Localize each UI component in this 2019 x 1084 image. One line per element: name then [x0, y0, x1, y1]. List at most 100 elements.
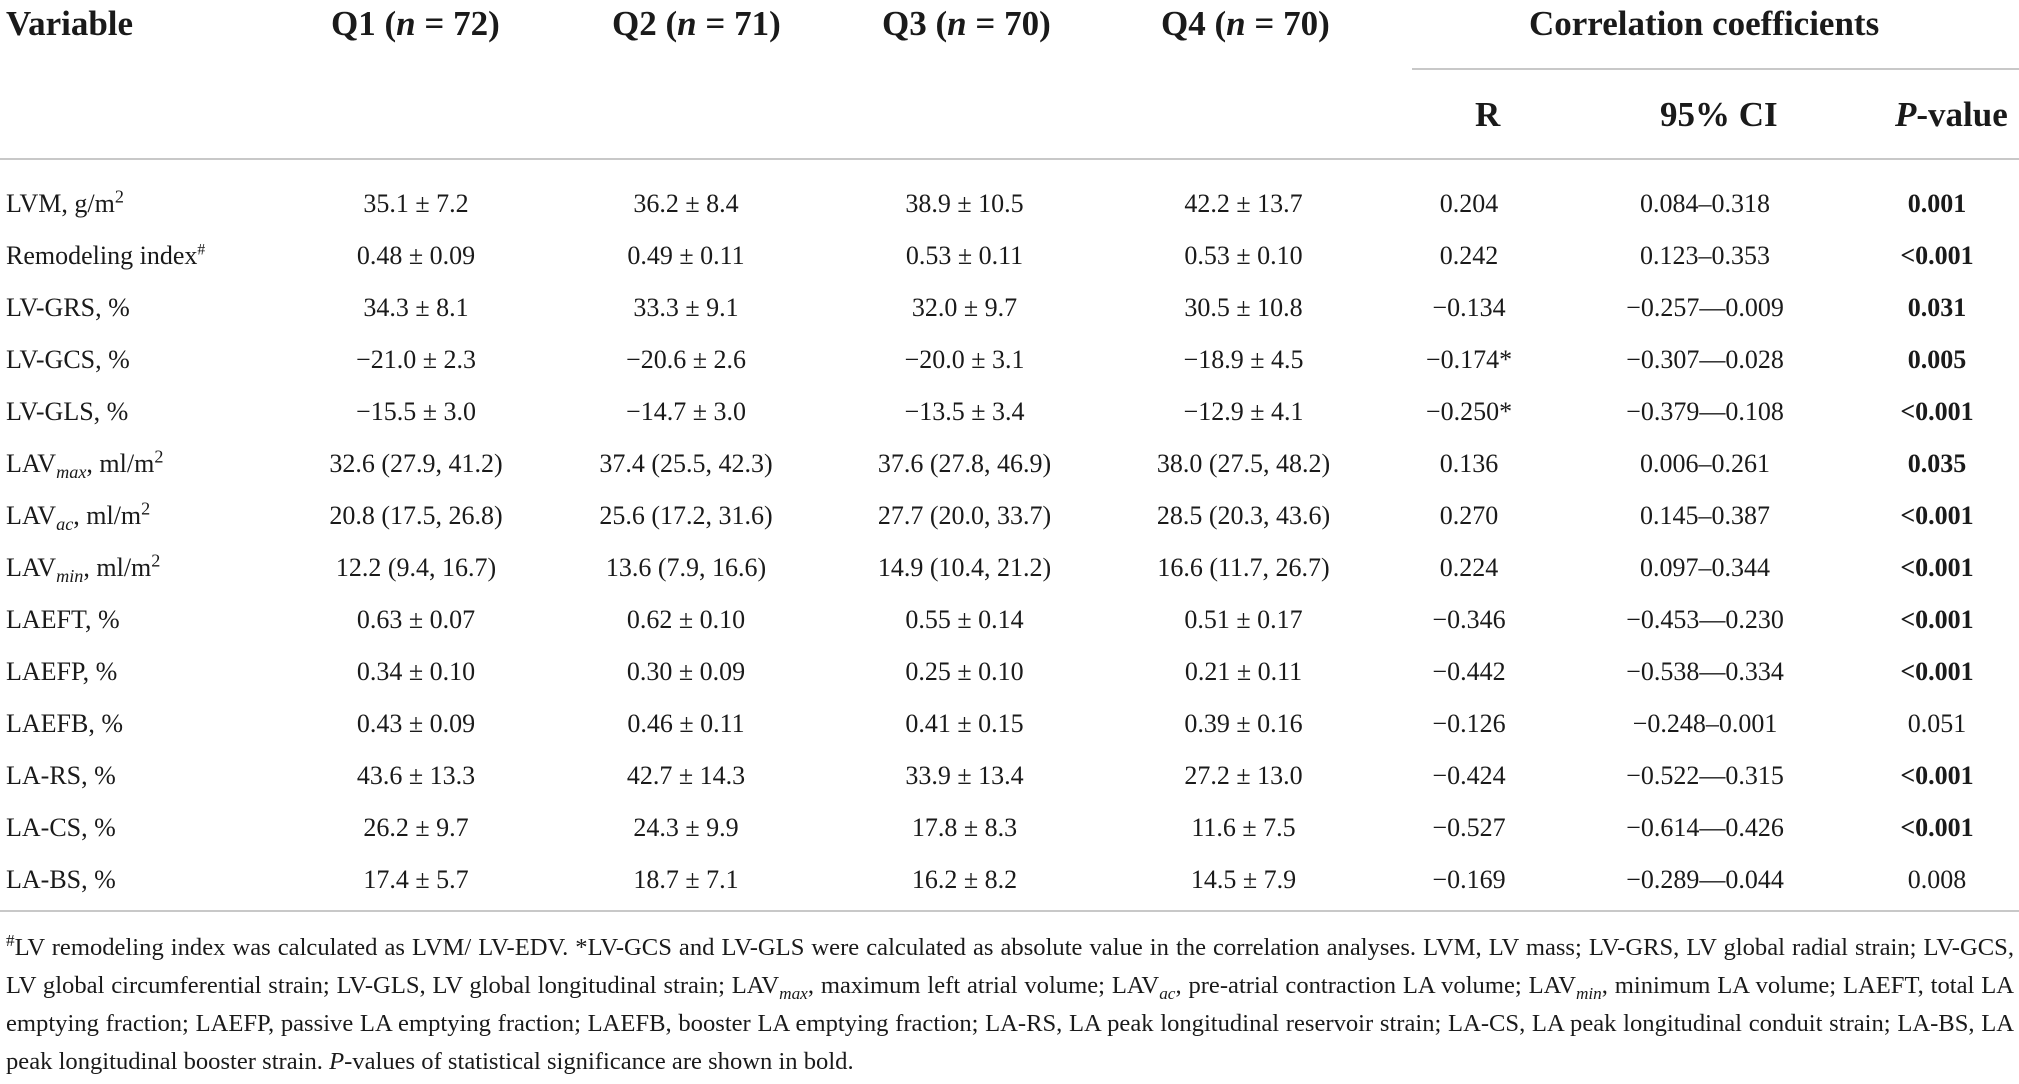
row-variable: LV-GLS, %: [6, 397, 129, 426]
cell-r: −0.174*: [1425, 345, 1513, 374]
cell-q4: 27.2 ± 13.0: [1184, 761, 1303, 790]
correlation-group-rule: [1412, 68, 2019, 70]
cell-p: 0.035: [1907, 449, 1967, 478]
cell-q3: 16.2 ± 8.2: [911, 865, 1018, 894]
cell-r: 0.270: [1439, 501, 1499, 530]
cell-ci: −0.453—0.230: [1626, 605, 1784, 634]
cell-q1: −21.0 ± 2.3: [356, 345, 476, 374]
cell-ci: 0.084–0.318: [1640, 189, 1770, 218]
cell-q3: −13.5 ± 3.4: [904, 397, 1025, 426]
cell-r: −0.169: [1432, 865, 1506, 894]
cell-r: −0.424: [1432, 761, 1506, 790]
row-variable: LA-RS, %: [6, 761, 116, 790]
header-q2: Q2 (n = 71): [612, 4, 781, 43]
cell-q3: 0.25 ± 0.10: [905, 657, 1024, 686]
cell-q1: 17.4 ± 5.7: [363, 865, 469, 894]
cell-q2: −20.6 ± 2.6: [626, 345, 746, 374]
cell-q3: 38.9 ± 10.5: [905, 189, 1024, 218]
table-row: LV-GLS, % −15.5 ± 3.0 −14.7 ± 3.0 −13.5 ± 3…: [0, 386, 2019, 438]
cell-q1: 32.6 (27.9, 41.2): [329, 449, 503, 478]
header-variable: Variable: [6, 4, 134, 43]
cell-q4: 38.0 (27.5, 48.2): [1156, 449, 1331, 478]
table-row: LV-GRS, % 34.3 ± 8.1 33.3 ± 9.1 32.0 ± 9.7 3…: [0, 282, 2019, 334]
cell-q2: −14.7 ± 3.0: [626, 397, 746, 426]
cell-q1: 34.3 ± 8.1: [363, 293, 469, 322]
cell-ci: −0.538—0.334: [1626, 657, 1784, 686]
row-variable: LV-GRS, %: [6, 293, 130, 322]
cell-q2: 33.3 ± 9.1: [633, 293, 739, 322]
header-q3: Q3 (n = 70): [882, 4, 1051, 43]
cell-q4: 0.39 ± 0.16: [1184, 709, 1303, 738]
cell-q1: 0.48 ± 0.09: [356, 241, 476, 270]
cell-r: 0.224: [1439, 553, 1499, 582]
cell-ci: 0.145–0.387: [1640, 501, 1770, 530]
cell-q4: −12.9 ± 4.1: [1183, 397, 1304, 426]
cell-ci: −0.257—0.009: [1626, 293, 1784, 322]
header-rule: [0, 158, 2019, 160]
cell-ci: −0.248–0.001: [1632, 709, 1778, 738]
cell-ci: −0.614—0.426: [1626, 813, 1784, 842]
cell-ci: −0.379—0.108: [1626, 397, 1784, 426]
table-row: LA-CS, % 26.2 ± 9.7 24.3 ± 9.9 17.8 ± 8.3 11…: [0, 802, 2019, 854]
cell-q4: 0.53 ± 0.10: [1184, 241, 1303, 270]
cell-ci: −0.289—0.044: [1626, 865, 1784, 894]
cell-q1: 26.2 ± 9.7: [363, 813, 469, 842]
cell-q4: −18.9 ± 4.5: [1183, 345, 1304, 374]
header-q4: Q4 (n = 70): [1161, 4, 1330, 43]
cell-p: <0.001: [1900, 241, 1974, 270]
header-ci: 95% CI: [1660, 95, 1778, 134]
cell-p: <0.001: [1900, 657, 1974, 686]
cell-q3: 0.55 ± 0.14: [905, 605, 1024, 634]
cell-p: <0.001: [1900, 553, 1974, 582]
row-variable: LAEFB, %: [6, 709, 123, 738]
cell-q2: 0.30 ± 0.09: [626, 657, 746, 686]
cell-p: <0.001: [1900, 813, 1974, 842]
cell-q4: 0.21 ± 0.11: [1184, 657, 1303, 686]
cell-q4: 42.2 ± 13.7: [1184, 189, 1303, 218]
cell-q2: 18.7 ± 7.1: [633, 865, 739, 894]
cell-ci: 0.123–0.353: [1640, 241, 1770, 270]
cell-q3: 37.6 (27.8, 46.9): [877, 449, 1052, 478]
cell-q1: 0.63 ± 0.07: [356, 605, 476, 634]
cell-q3: 32.0 ± 9.7: [911, 293, 1018, 322]
row-variable: LAVmin, ml/m2: [6, 550, 161, 587]
cell-q3: 0.41 ± 0.15: [905, 709, 1024, 738]
cell-q4: 30.5 ± 10.8: [1184, 293, 1303, 322]
cell-q3: 33.9 ± 13.4: [905, 761, 1024, 790]
cell-ci: −0.522—0.315: [1626, 761, 1784, 790]
cell-q1: 35.1 ± 7.2: [363, 189, 469, 218]
cell-p: 0.051: [1907, 709, 1967, 738]
cell-q3: 27.7 (20.0, 33.7): [877, 501, 1052, 530]
table-body: LVM, g/m2 35.1 ± 7.2 36.2 ± 8.4 38.9 ± 10.5…: [0, 178, 2019, 906]
cell-ci: −0.307—0.028: [1626, 345, 1784, 374]
cell-q4: 16.6 (11.7, 26.7): [1157, 553, 1330, 582]
header-r: R: [1475, 95, 1501, 134]
cell-q3: 17.8 ± 8.3: [911, 813, 1018, 842]
cell-r: 0.136: [1439, 449, 1499, 478]
row-variable: LVM, g/m2: [6, 186, 124, 218]
cell-r: −0.442: [1432, 657, 1506, 686]
cell-r: 0.242: [1439, 241, 1499, 270]
cell-ci: 0.097–0.344: [1640, 553, 1770, 582]
table-row: LAVmin, ml/m2 12.2 (9.4, 16.7) 13.6 (7.9, …: [0, 542, 2019, 594]
data-table: LVM, g/m2 35.1 ± 7.2 36.2 ± 8.4 38.9 ± 10.5…: [0, 178, 2019, 906]
cell-q3: 14.9 (10.4, 21.2): [877, 553, 1052, 582]
row-variable: Remodeling index#: [6, 241, 206, 270]
cell-q2: 25.6 (17.2, 31.6): [599, 501, 773, 530]
cell-p: <0.001: [1900, 501, 1974, 530]
cell-r: −0.346: [1432, 605, 1506, 634]
cell-q1: −15.5 ± 3.0: [356, 397, 476, 426]
row-variable: LAEFT, %: [6, 605, 120, 634]
cell-q2: 42.7 ± 14.3: [626, 761, 746, 790]
cell-q1: 20.8 (17.5, 26.8): [329, 501, 503, 530]
row-variable: LAVmax, ml/m2: [6, 446, 164, 483]
cell-q2: 37.4 (25.5, 42.3): [599, 449, 773, 478]
cell-r: −0.134: [1432, 293, 1506, 322]
row-variable: LAEFP, %: [6, 657, 118, 686]
row-variable: LA-BS, %: [6, 865, 116, 894]
cell-q2: 0.62 ± 0.10: [626, 605, 746, 634]
cell-p: <0.001: [1900, 397, 1974, 426]
cell-p: <0.001: [1900, 605, 1974, 634]
row-variable: LAVac, ml/m2: [6, 498, 151, 535]
cell-r: −0.527: [1432, 813, 1506, 842]
